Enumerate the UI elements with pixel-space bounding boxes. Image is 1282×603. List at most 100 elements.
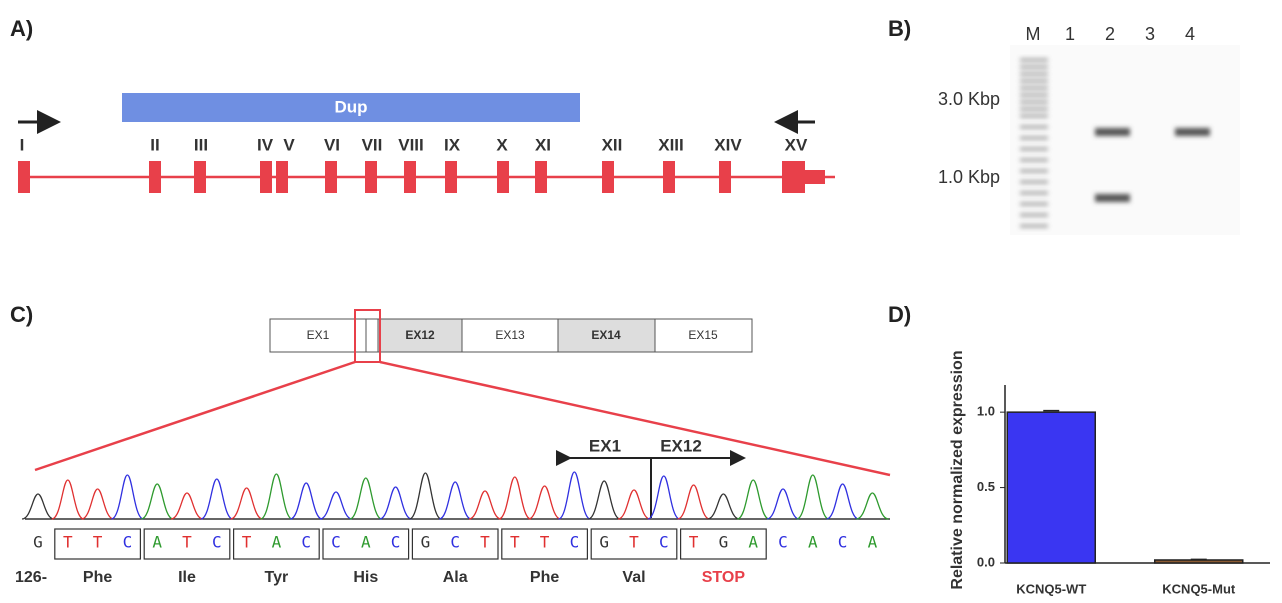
exon-label: IX — [444, 135, 461, 154]
exon — [18, 161, 30, 193]
trace-peak — [82, 489, 114, 519]
base: T — [242, 533, 252, 552]
base: T — [480, 533, 490, 552]
exon-box-label: EX15 — [688, 328, 718, 342]
base: G — [719, 533, 729, 552]
exon-label: XII — [602, 135, 623, 154]
exon-box-label: EX13 — [495, 328, 525, 342]
base: A — [808, 533, 818, 552]
exon-label: II — [150, 135, 159, 154]
ladder-band — [1020, 125, 1048, 129]
junction-label: EX1 — [589, 436, 621, 455]
codon: Tyr — [265, 569, 289, 586]
trace-peak — [588, 481, 620, 519]
x-tick-label: KCNQ5-Mut — [1162, 581, 1236, 596]
dup-label: Dup — [334, 97, 367, 116]
ladder-band — [1020, 100, 1048, 104]
trace-peak — [52, 480, 84, 519]
trace-peak — [141, 484, 173, 519]
junction-label: EX12 — [660, 436, 702, 455]
base: T — [689, 533, 699, 552]
exon-label: XIV — [714, 135, 742, 154]
trace-peak — [737, 480, 769, 519]
exon-label: XI — [535, 135, 551, 154]
ladder-band — [1020, 180, 1048, 184]
ladder-band — [1020, 72, 1048, 76]
trace-peak — [529, 486, 561, 519]
gel-band — [1095, 194, 1130, 202]
zoom-line — [35, 362, 355, 470]
trace-peak — [201, 479, 233, 519]
ladder-band — [1020, 213, 1048, 217]
trace-peak — [469, 491, 501, 519]
trace-peak — [290, 483, 322, 519]
exon-label: III — [194, 135, 208, 154]
exon — [404, 161, 416, 193]
base: T — [63, 533, 73, 552]
exon-box-label: EX12 — [405, 328, 435, 342]
lane-label: 1 — [1065, 24, 1075, 44]
base: C — [450, 533, 460, 552]
exon — [260, 161, 272, 193]
exon-box — [366, 319, 378, 352]
ladder-band — [1020, 93, 1048, 97]
figure: Dup EX1 EX12 126- A)B)C)D)IIIIIIIVVVIVII… — [0, 0, 1282, 603]
base: T — [629, 533, 639, 552]
trace-peak — [111, 475, 143, 519]
base: T — [182, 533, 192, 552]
exon-label: I — [20, 135, 25, 154]
base: G — [421, 533, 431, 552]
ladder-band — [1020, 107, 1048, 111]
size-marker: 3.0 Kbp — [938, 89, 1000, 109]
exon — [149, 161, 161, 193]
ladder-band — [1020, 79, 1048, 83]
codon: Phe — [83, 569, 112, 586]
exon — [445, 161, 457, 193]
base: C — [123, 533, 133, 552]
exon — [602, 161, 614, 193]
base: C — [331, 533, 341, 552]
ladder-band — [1020, 202, 1048, 206]
codon: Phe — [530, 569, 559, 586]
lane-label: 4 — [1185, 24, 1195, 44]
lane-label: 3 — [1145, 24, 1155, 44]
codon: Ala — [443, 569, 468, 586]
x-tick-label: KCNQ5-WT — [1016, 581, 1086, 596]
y-tick-label: 1.0 — [977, 404, 995, 419]
ladder-band — [1020, 191, 1048, 195]
panel-label: A) — [10, 16, 33, 41]
trace-peak — [171, 493, 203, 519]
base: C — [212, 533, 222, 552]
base: A — [748, 533, 758, 552]
trace-peak — [618, 490, 650, 519]
trace-peak — [320, 492, 352, 519]
base: C — [570, 533, 580, 552]
exon-label: VI — [324, 135, 340, 154]
base: T — [510, 533, 520, 552]
base: A — [272, 533, 282, 552]
exon — [194, 161, 206, 193]
ladder-band — [1020, 169, 1048, 173]
trace-peak — [678, 485, 710, 519]
y-tick-label: 0.0 — [977, 554, 995, 569]
exon-label: XV — [785, 135, 808, 154]
size-marker: 1.0 Kbp — [938, 167, 1000, 187]
exon — [497, 161, 509, 193]
ladder-band — [1020, 86, 1048, 90]
exon — [365, 161, 377, 193]
exon-utr — [805, 170, 825, 184]
trace-peak — [856, 493, 888, 519]
trace-peak — [439, 482, 471, 519]
trace-peak — [409, 473, 441, 519]
ladder-band — [1020, 58, 1048, 62]
exon — [719, 161, 731, 193]
base: C — [778, 533, 788, 552]
base: G — [33, 533, 43, 552]
panel-label: D) — [888, 302, 911, 327]
ladder-band — [1020, 224, 1048, 228]
trace-peak — [797, 475, 829, 519]
exon-label: X — [496, 135, 508, 154]
trace-peak — [499, 477, 531, 519]
base: A — [868, 533, 878, 552]
exon-box-label: EX1 — [307, 328, 330, 342]
